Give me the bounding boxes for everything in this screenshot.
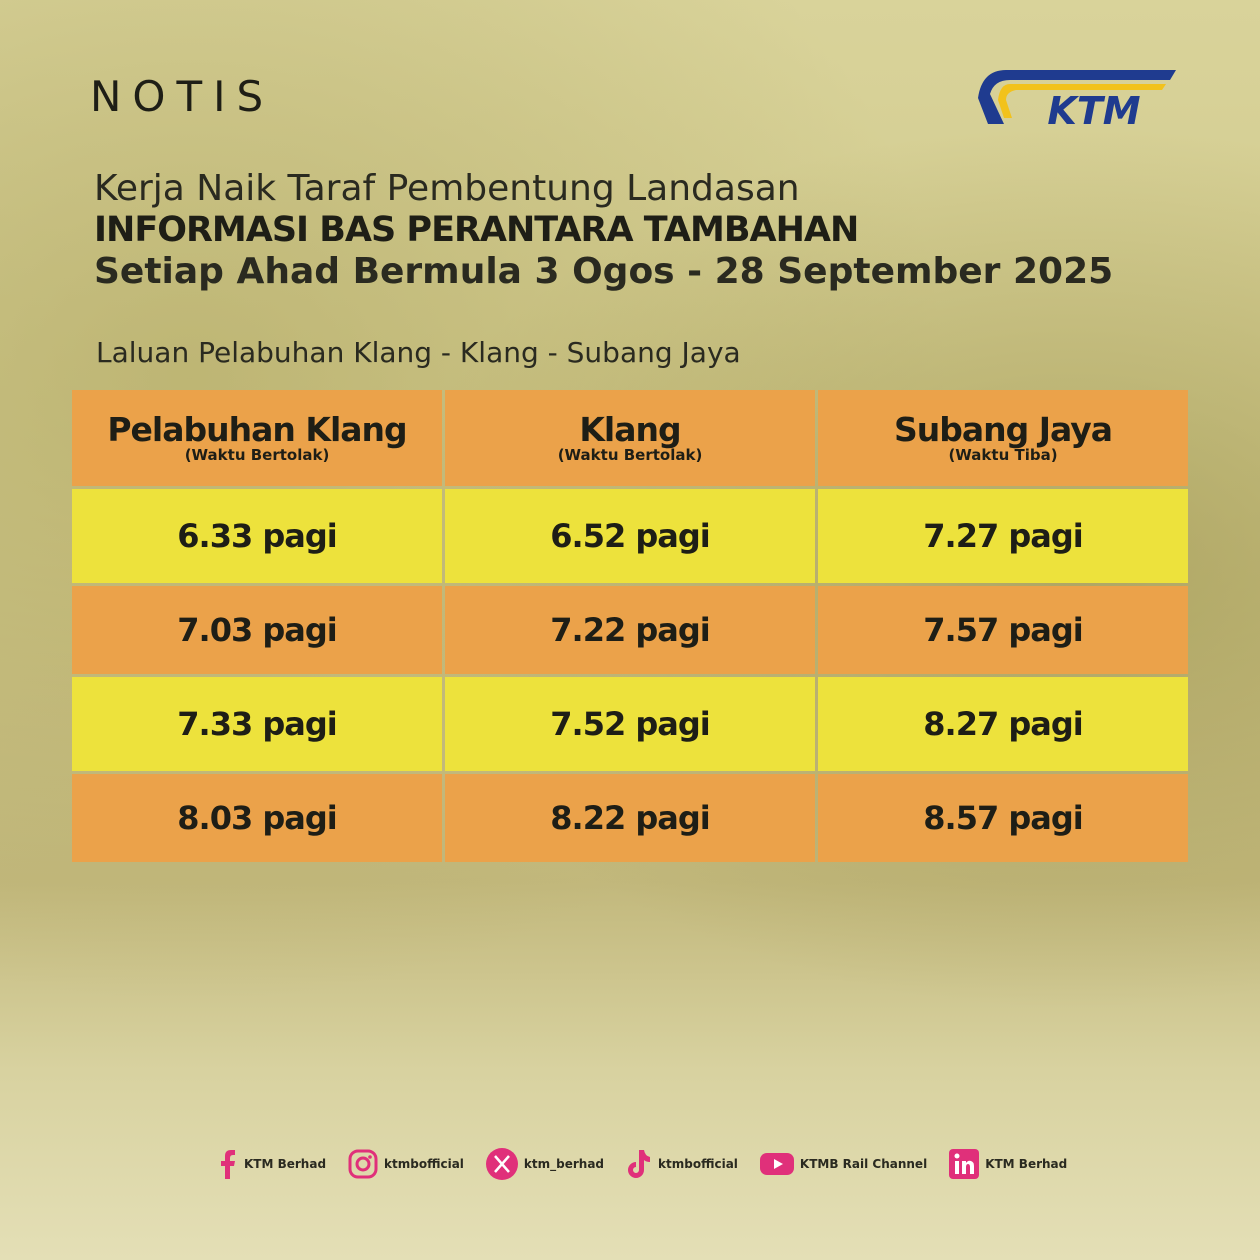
header-cell: Klang (Waktu Bertolak): [445, 390, 815, 486]
header-cell: Pelabuhan Klang (Waktu Bertolak): [72, 390, 442, 486]
table-cell: 8.22 pagi: [445, 774, 815, 862]
social-label: ktmbofficial: [658, 1157, 738, 1171]
table-row: 7.33 pagi 7.52 pagi 8.27 pagi: [72, 677, 1188, 771]
social-tiktok[interactable]: ktmbofficial: [626, 1148, 738, 1180]
time: 7.27 pagi: [923, 517, 1083, 555]
time: 7.52 pagi: [550, 705, 710, 743]
notice-label: NOTIS: [90, 72, 275, 121]
header-cell: Subang Jaya (Waktu Tiba): [818, 390, 1188, 486]
header-row: Pelabuhan Klang (Waktu Bertolak) Klang (Wak…: [72, 390, 1188, 486]
column-note: (Waktu Bertolak): [184, 445, 330, 464]
icon: [759, 1153, 794, 1175]
icon: [628, 1150, 651, 1178]
social-label: KTMB Rail Channel: [799, 1157, 928, 1171]
table-cell: 6.52 pagi: [445, 489, 815, 583]
social-label: KTM Berhad: [985, 1157, 1068, 1171]
table-cell: 8.27 pagi: [818, 677, 1188, 771]
table-row: 6.33 pagi 6.52 pagi 7.27 pagi: [72, 489, 1188, 583]
title-line: INFORMASI BAS PERANTARA TAMBAHAN: [94, 210, 859, 250]
ktm-logo: KTM: [978, 70, 1176, 132]
social-label: ktmbofficial: [384, 1157, 464, 1171]
table-row: 8.03 pagi 8.22 pagi 8.57 pagi: [72, 774, 1188, 862]
time: 8.03 pagi: [177, 799, 337, 837]
time: 6.33 pagi: [177, 517, 337, 555]
table-cell: 7.27 pagi: [818, 489, 1188, 583]
table-row: 7.03 pagi 7.22 pagi 7.57 pagi: [72, 586, 1188, 674]
social-bar: KTM Berhad ktmbofficial ktm_berhad ktmbo…: [218, 1148, 1081, 1180]
column-name: Subang Jaya: [893, 409, 1113, 449]
icon: [485, 1148, 518, 1180]
icon: [348, 1149, 378, 1179]
social-x[interactable]: ktm_berhad: [485, 1148, 605, 1180]
social-youtube[interactable]: KTMB Rail Channel: [759, 1151, 928, 1177]
social-linkedin[interactable]: KTM Berhad: [949, 1149, 1067, 1179]
time: 8.57 pagi: [923, 799, 1083, 837]
schedule-table: Pelabuhan Klang (Waktu Bertolak) Klang (Wak…: [72, 390, 1188, 865]
column-note: (Waktu Bertolak): [557, 445, 703, 464]
time: 6.52 pagi: [550, 517, 710, 555]
social-instagram[interactable]: ktmbofficial: [348, 1149, 464, 1179]
table-cell: 7.33 pagi: [72, 677, 442, 771]
icon: [221, 1150, 235, 1179]
icon: [949, 1149, 980, 1179]
time: 8.27 pagi: [923, 705, 1083, 743]
social-facebook[interactable]: KTM Berhad: [218, 1149, 326, 1179]
time: 7.57 pagi: [923, 611, 1083, 649]
social-label: ktm_berhad: [523, 1157, 605, 1171]
column-note: (Waktu Tiba): [948, 445, 1058, 464]
time: 7.22 pagi: [550, 611, 710, 649]
table-cell: 7.57 pagi: [818, 586, 1188, 674]
title-line: Setiap Ahad Bermula 3 Ogos - 28 Septembe…: [94, 251, 1114, 292]
time: 7.03 pagi: [177, 611, 337, 649]
time: 8.22 pagi: [550, 799, 710, 837]
social-label: KTM Berhad: [244, 1157, 327, 1171]
column-name: Pelabuhan Klang: [107, 409, 407, 449]
logo-text: KTM: [1047, 89, 1140, 132]
route: Laluan Pelabuhan Klang - Klang - Subang …: [96, 336, 741, 369]
table-cell: 6.33 pagi: [72, 489, 442, 583]
table-cell: 7.52 pagi: [445, 677, 815, 771]
table-cell: 7.03 pagi: [72, 586, 442, 674]
table-cell: 7.22 pagi: [445, 586, 815, 674]
column-name: Klang: [579, 409, 681, 449]
title-line: Kerja Naik Taraf Pembentung Landasan: [94, 168, 800, 209]
table-cell: 8.03 pagi: [72, 774, 442, 862]
time: 7.33 pagi: [177, 705, 337, 743]
table-cell: 8.57 pagi: [818, 774, 1188, 862]
